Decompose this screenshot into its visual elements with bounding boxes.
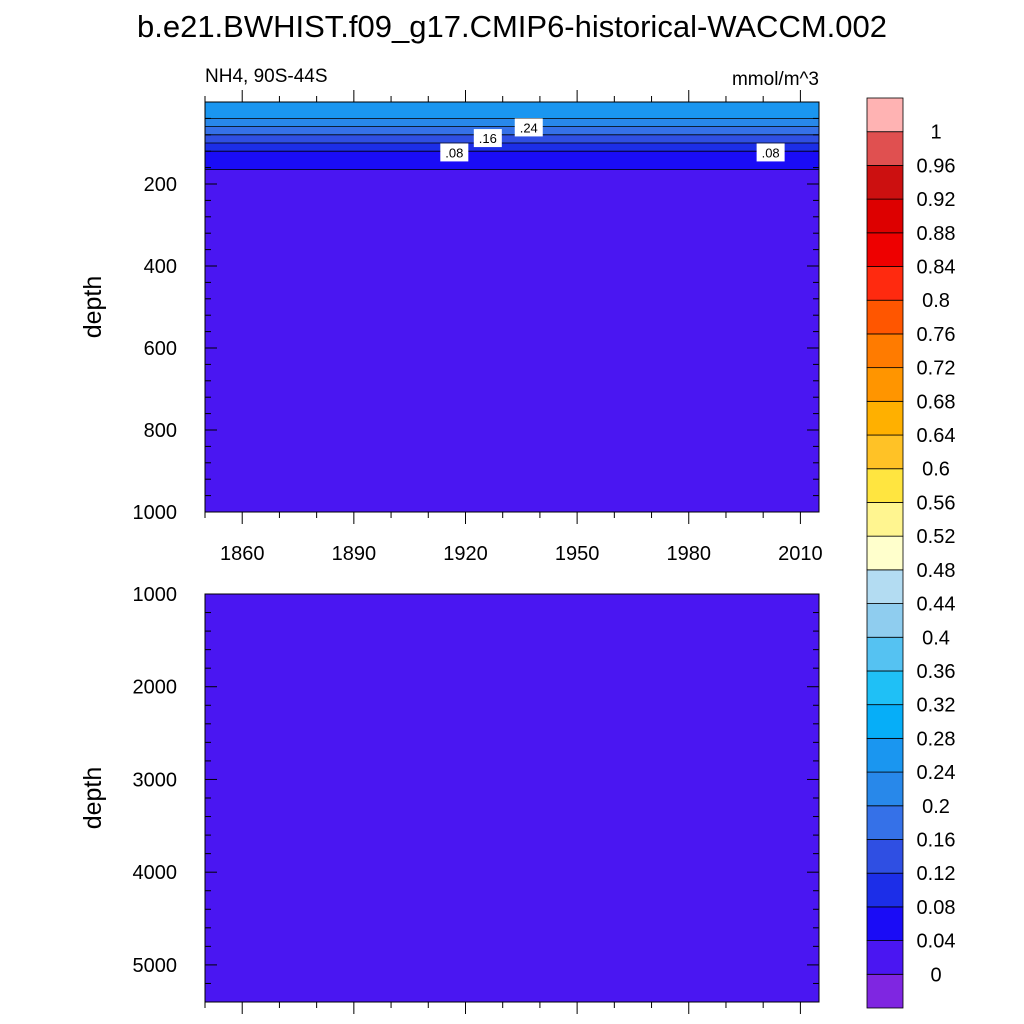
contour-band xyxy=(205,126,819,135)
y-tick-label: 5000 xyxy=(133,955,178,977)
contour-label-box xyxy=(473,129,502,148)
colorbar-box xyxy=(866,165,904,200)
contour-label-box xyxy=(440,143,469,162)
colorbar-label: 0 xyxy=(930,964,941,986)
left-string: NH4, 90S-44S xyxy=(205,66,328,87)
colorbar-label: 0.72 xyxy=(917,358,956,380)
colorbar-label: 1 xyxy=(930,122,941,144)
colorbar-box xyxy=(866,940,904,975)
colorbar-box xyxy=(866,266,904,301)
colorbar-box xyxy=(866,367,904,402)
y-tick-label: 400 xyxy=(144,256,177,278)
right-string: mmol/m^3 xyxy=(732,69,819,90)
colorbar-box xyxy=(866,704,904,739)
upper-panel: .24 .16 .08 .08 200 400 600 800 1000 depth 1860 189… xyxy=(79,90,823,565)
colorbar-box xyxy=(866,535,904,571)
colorbar-label: 0.2 xyxy=(922,796,950,818)
colorbar-label: 0.08 xyxy=(917,897,956,919)
contour-band xyxy=(205,594,819,1002)
colorbar-label: 0.6 xyxy=(922,459,950,481)
colorbar-box xyxy=(866,737,904,773)
contour-label: .08 xyxy=(445,145,463,160)
y-tick-label: 1000 xyxy=(133,584,178,606)
x-tick-label: 1950 xyxy=(555,543,600,565)
contour-label-box xyxy=(756,143,785,162)
colorbar-box xyxy=(866,131,904,166)
colorbar-box xyxy=(866,434,904,470)
colorbar-label: 0.76 xyxy=(917,324,956,346)
contour-label: .24 xyxy=(520,120,538,135)
colorbar-box xyxy=(866,502,904,537)
colorbar-label: 0.44 xyxy=(917,594,956,616)
colorbar-label: 0.88 xyxy=(917,223,956,245)
colorbar-box xyxy=(866,805,904,840)
colorbar-label: 0.84 xyxy=(917,257,956,279)
y-tick-label: 4000 xyxy=(133,862,178,884)
colorbar-box xyxy=(866,839,904,874)
colorbar-label: 0.8 xyxy=(922,290,950,312)
colorbar-label: 0.12 xyxy=(917,863,956,885)
colorbar-label: 0.64 xyxy=(917,425,956,447)
contour-band xyxy=(205,118,819,127)
y-tick-label: 1000 xyxy=(133,502,178,524)
x-tick-label: 1980 xyxy=(667,543,712,565)
contour-label-box xyxy=(514,118,543,137)
colorbar-box xyxy=(866,771,904,807)
y-axis-label: depth xyxy=(79,276,107,339)
colorbar-box xyxy=(866,569,904,604)
colorbar-box xyxy=(866,198,904,234)
colorbar-label: 0.4 xyxy=(922,627,950,649)
colorbar-label: 0.28 xyxy=(917,728,956,750)
colorbar-box xyxy=(866,670,904,706)
contour-band xyxy=(205,102,819,119)
x-tick-label: 1920 xyxy=(443,543,488,565)
colorbar-label: 0.32 xyxy=(917,695,956,717)
colorbar-label: 0.92 xyxy=(917,189,956,211)
colorbar-box xyxy=(866,468,904,503)
contour-band xyxy=(205,143,819,152)
colorbar-box xyxy=(866,872,904,908)
contour-band xyxy=(205,134,819,143)
colorbar-label: 0.52 xyxy=(917,526,956,548)
colorbar-box xyxy=(866,973,904,1009)
colorbar-label: 0.68 xyxy=(917,391,956,413)
y-tick-label: 2000 xyxy=(133,677,178,699)
y-tick-label: 3000 xyxy=(133,769,178,791)
contour-label: .08 xyxy=(762,145,780,160)
lower-panel: 1000 2000 3000 4000 5000 depth xyxy=(79,584,820,1014)
colorbar-label: 0.36 xyxy=(917,661,956,683)
colorbar-label: 0.96 xyxy=(917,155,956,177)
y-tick-label: 200 xyxy=(144,174,177,196)
contour-label: .16 xyxy=(479,131,497,146)
colorbar-label: 0.24 xyxy=(917,762,956,784)
colorbar-label: 0.48 xyxy=(917,560,956,582)
chart-title: b.e21.BWHIST.f09_g17.CMIP6-historical-WA… xyxy=(137,9,887,44)
contour-band xyxy=(205,151,819,170)
colorbar-box xyxy=(866,232,904,267)
colorbar-box xyxy=(866,97,904,133)
colorbar-box xyxy=(866,333,904,369)
colorbar-box xyxy=(866,636,904,672)
contour-band xyxy=(205,169,819,512)
colorbar: 0 0.04 0.08 0.12 0.16 0.2 0.24 0.28 0.32 0.36 0.4 0… xyxy=(866,97,956,1009)
x-tick-label: 2010 xyxy=(778,543,823,565)
y-tick-label: 600 xyxy=(144,338,177,360)
colorbar-label: 0.16 xyxy=(917,829,956,851)
colorbar-box xyxy=(866,603,904,638)
colorbar-label: 0.56 xyxy=(917,492,956,514)
colorbar-box xyxy=(866,299,904,335)
y-tick-label: 800 xyxy=(144,420,177,442)
x-tick-label: 1860 xyxy=(220,543,265,565)
plot-frame xyxy=(204,101,820,513)
colorbar-box xyxy=(866,906,904,941)
x-tick-label: 1890 xyxy=(332,543,377,565)
colorbar-box xyxy=(866,400,904,436)
colorbar-label: 0.04 xyxy=(917,931,956,953)
y-axis-label: depth xyxy=(79,767,107,830)
